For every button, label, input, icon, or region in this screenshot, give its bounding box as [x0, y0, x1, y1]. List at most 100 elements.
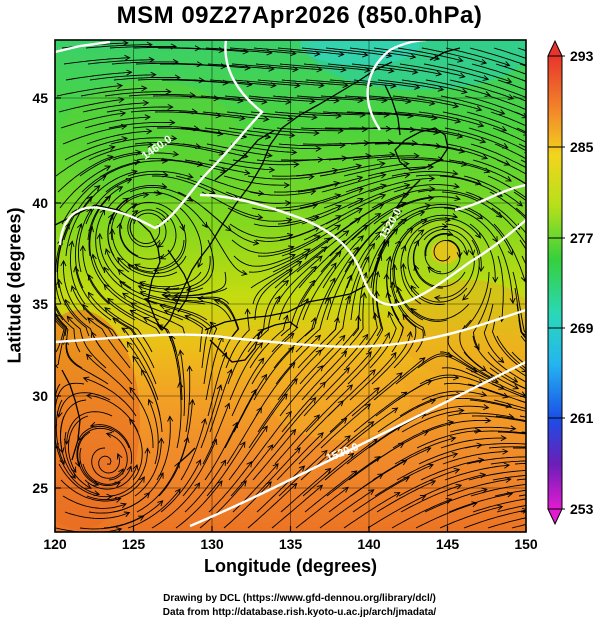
streamline: [106, 106, 173, 113]
streamline: [513, 447, 526, 449]
streamline: [134, 239, 185, 270]
streamline-arrowhead: [310, 265, 317, 273]
streamline-arrowhead: [579, 426, 584, 431]
streamline: [304, 470, 357, 513]
streamline-arrowhead: [103, 283, 110, 291]
streamline-arrowhead: [452, 102, 460, 109]
streamline: [272, 95, 339, 102]
streamline-arrowhead: [341, 350, 348, 358]
streamline: [247, 175, 314, 180]
streamline: [178, 111, 245, 120]
streamline: [320, 95, 387, 102]
streamline: [203, 321, 218, 385]
streamline-arrowhead: [316, 484, 324, 491]
streamline: [444, 464, 510, 481]
streamline: [209, 369, 232, 433]
streamline: [62, 260, 88, 321]
streamline: [302, 262, 337, 321]
streamline: [256, 465, 305, 513]
streamline: [300, 127, 367, 130]
streamline-arrowhead: [117, 256, 124, 264]
streamline: [394, 299, 424, 353]
streamline: [127, 488, 181, 529]
streamline: [104, 307, 153, 353]
streamline-arrowhead: [500, 126, 508, 132]
streamline: [198, 298, 240, 337]
streamline: [319, 162, 385, 177]
streamline-arrowhead: [104, 248, 111, 255]
streamline-arrowhead: [60, 259, 67, 267]
streamline: [280, 468, 331, 513]
y-tick-label: 45: [32, 90, 48, 106]
streamline-arrowhead: [104, 165, 112, 171]
streamline: [129, 387, 154, 448]
streamline: [511, 351, 526, 366]
streamline: [252, 261, 302, 305]
streamline-arrowhead: [374, 456, 381, 462]
streamline-arrowhead: [257, 328, 264, 335]
streamline: [74, 266, 112, 321]
streamline: [186, 239, 214, 291]
streamline-arrowhead: [161, 157, 169, 164]
streamline-arrowhead: [345, 294, 351, 302]
streamline-arrowhead: [481, 487, 488, 494]
streamline: [462, 271, 490, 332]
streamline: [247, 483, 298, 529]
streamline: [64, 511, 130, 519]
streamline-arrowhead: [172, 151, 180, 157]
streamline-arrowhead: [122, 40, 129, 47]
streamline: [271, 484, 323, 529]
streamline: [223, 481, 272, 529]
credit-drawing: Drawing by DCL (https://www.gfd-dennou.o…: [163, 593, 436, 604]
streamline-arrowhead: [150, 71, 157, 78]
streamline: [65, 196, 93, 257]
streamline-arrowhead: [357, 235, 364, 242]
streamline: [225, 191, 291, 204]
streamline: [104, 91, 171, 97]
streamline-arrowhead: [96, 232, 103, 240]
streamline-arrowhead: [56, 278, 63, 285]
streamline: [59, 165, 111, 209]
streamline-arrowhead: [530, 481, 535, 486]
streamline: [421, 390, 487, 401]
y-tick-label: 30: [32, 388, 48, 404]
streamline: [425, 79, 491, 96]
streamline-arrowhead: [201, 221, 208, 229]
streamline: [496, 335, 526, 370]
streamline: [374, 464, 434, 497]
streamline: [396, 453, 458, 481]
streamline: [439, 175, 503, 197]
streamline: [422, 143, 488, 159]
streamline: [412, 240, 444, 289]
streamline: [417, 189, 483, 202]
streamline-arrowhead: [456, 252, 463, 259]
streamline: [491, 383, 526, 399]
streamline: [350, 142, 418, 145]
streamline: [514, 111, 526, 118]
streamline: [424, 488, 488, 513]
streamline: [370, 111, 437, 119]
streamline-arrowhead: [469, 249, 476, 257]
streamline-arrowhead: [527, 183, 533, 188]
streamline: [440, 437, 506, 449]
streamline-arrowhead: [354, 217, 362, 224]
streamline-arrowhead: [535, 229, 540, 235]
streamline: [77, 431, 99, 486]
streamline-arrowhead: [398, 442, 405, 449]
streamline: [79, 151, 141, 177]
streamline: [180, 127, 247, 138]
streamline-arrowhead: [511, 376, 519, 383]
streamline: [368, 95, 435, 105]
streamline-arrowhead: [485, 417, 492, 424]
streamline-arrowhead: [164, 293, 171, 300]
streamline: [424, 233, 453, 273]
streamline: [483, 303, 504, 363]
streamline: [144, 298, 208, 321]
streamline-arrowhead: [478, 457, 485, 464]
streamline: [470, 483, 526, 497]
streamline: [85, 44, 152, 49]
streamline-arrowhead: [256, 406, 262, 414]
streamline: [275, 334, 321, 385]
streamline-arrowhead: [315, 145, 322, 152]
streamline-arrowhead: [580, 487, 585, 492]
